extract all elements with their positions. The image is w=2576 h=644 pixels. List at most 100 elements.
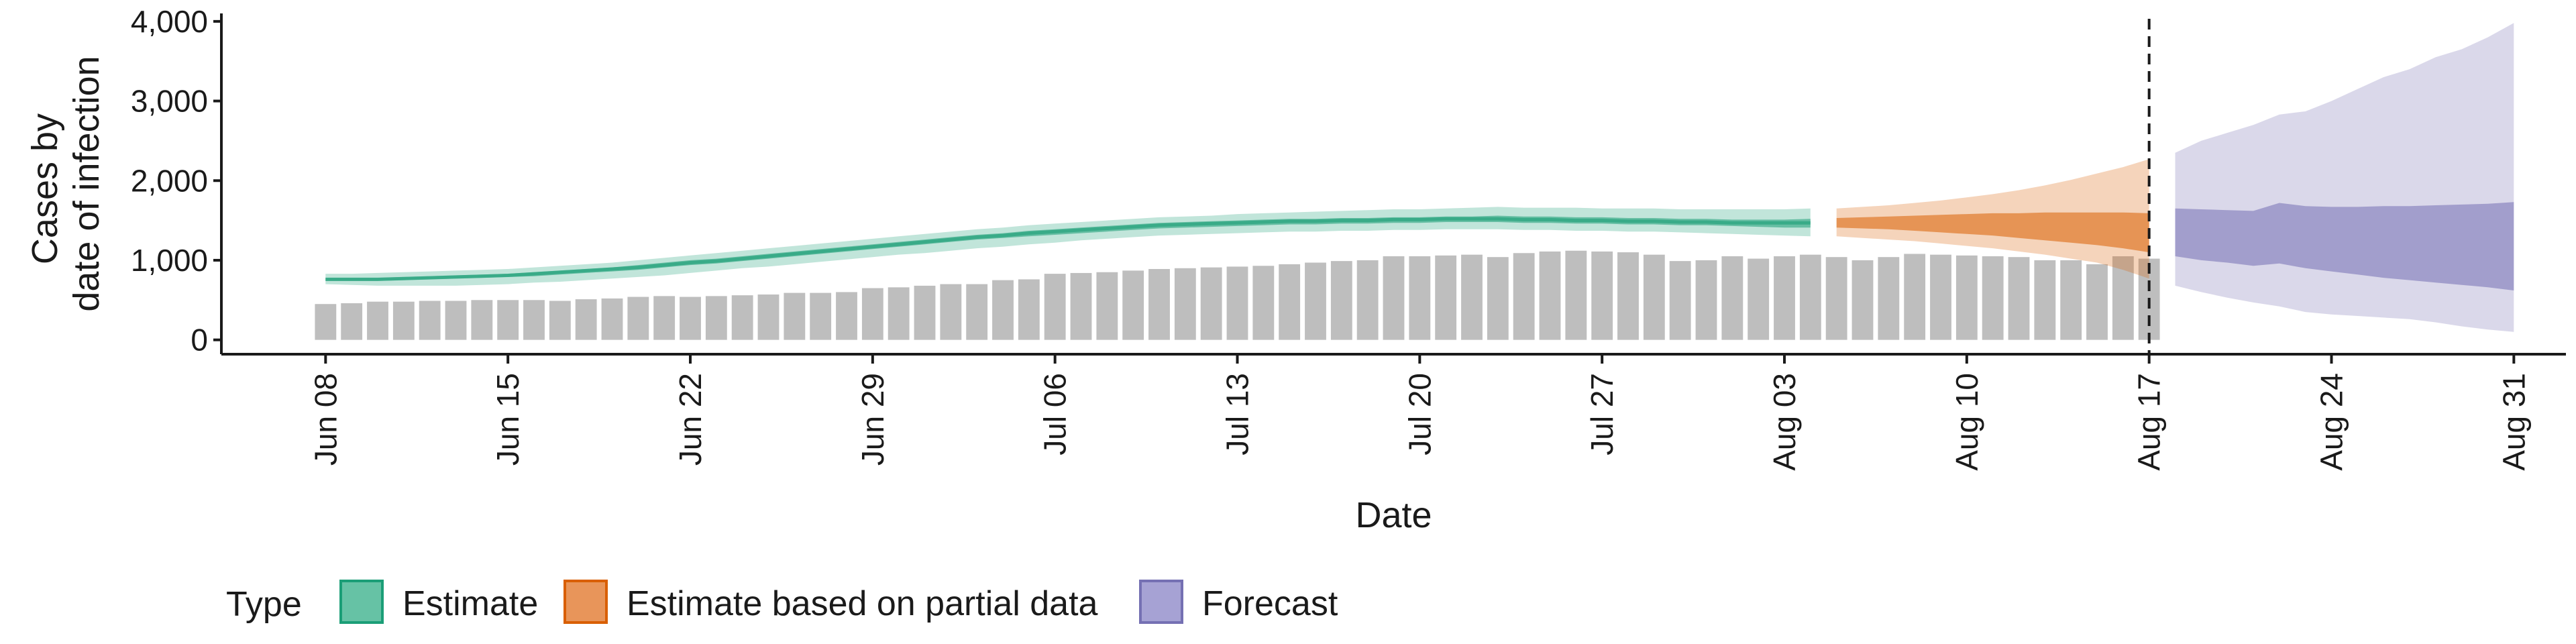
observed-bar (914, 285, 936, 340)
observed-bar (2112, 256, 2134, 340)
observed-bar (1669, 261, 1691, 340)
observed-bar (1539, 251, 1561, 340)
y-axis-title: Cases by date of infection (25, 56, 107, 311)
legend-label: Estimate (402, 584, 538, 623)
observed-bar (419, 301, 441, 340)
observed-bar (1878, 257, 1900, 340)
x-tick-label: Jun 15 (490, 373, 525, 466)
observed-bar (1591, 251, 1613, 340)
x-axis-title: Date (1355, 495, 1432, 535)
observed-bar (1356, 260, 1379, 340)
observed-bar (836, 292, 857, 340)
observed-bar (523, 300, 545, 340)
observed-bar (1982, 256, 2004, 340)
y-tick-label: 3,000 (131, 84, 208, 119)
observed-bar (2060, 260, 2082, 340)
x-tick-label: Jun 22 (673, 373, 708, 466)
observed-bar (1096, 272, 1118, 340)
observed-bar (497, 300, 519, 340)
observed-bar (1018, 279, 1040, 340)
forecast-90-interval (2175, 23, 2514, 332)
x-tick-label: Jun 08 (308, 373, 343, 466)
observed-bar (731, 295, 753, 340)
forecast-50-interval (2175, 202, 2514, 290)
observed-bar (575, 299, 597, 340)
observed-bar (1487, 257, 1509, 340)
y-axis-title-line-1: Cases by (25, 113, 65, 264)
observed-bar (1695, 260, 1717, 340)
observed-bar (1565, 250, 1587, 340)
observed-bar (1851, 260, 1874, 340)
observed-bar (2008, 257, 2030, 340)
x-tick-label: Aug 24 (2314, 373, 2349, 471)
legend-key-partial (564, 580, 608, 624)
observed-bar (1148, 269, 1170, 340)
observed-bar (653, 296, 676, 340)
observed-bar (1825, 257, 1847, 340)
legend-key-forecast (1139, 580, 1183, 624)
observed-cases-bars (315, 250, 2160, 340)
observed-bar (1721, 256, 1743, 340)
y-tick-label: 4,000 (131, 4, 208, 39)
observed-bar (1226, 266, 1248, 340)
observed-bar (1930, 254, 1951, 340)
x-tick-label: Aug 03 (1767, 373, 1802, 471)
estimate-median-line (325, 217, 1811, 281)
estimate-50-interval (325, 215, 1811, 281)
observed-bar (1904, 254, 1926, 340)
x-tick-label: Jul 13 (1220, 373, 1255, 455)
observed-bar (341, 303, 363, 340)
x-tick-label: Jul 06 (1038, 373, 1073, 455)
observed-bar (315, 304, 337, 340)
observed-bar (1200, 267, 1222, 340)
legend-label: Estimate based on partial data (627, 584, 1098, 623)
observed-bar (1174, 268, 1196, 340)
observed-bar (1122, 270, 1144, 340)
legend-label: Forecast (1202, 584, 1338, 623)
observed-bar (1513, 253, 1535, 340)
estimate-ribbons (325, 23, 2514, 332)
y-axis-title-line-2: date of infection (66, 56, 107, 311)
observed-bar (966, 284, 988, 340)
observed-bar (1409, 256, 1431, 340)
legend-title: Type (226, 585, 302, 624)
y-tick-label: 0 (191, 323, 208, 358)
x-axis-ticks: Jun 08 Jun 15 Jun 22 Jun 29 Jul 06 Jul 13 Jul … (308, 354, 2531, 471)
observed-bar (784, 292, 806, 340)
observed-bar (445, 301, 467, 340)
x-tick-label: Aug 17 (2132, 373, 2167, 471)
observed-bar (601, 298, 623, 340)
observed-bar (1955, 255, 1978, 340)
legend-key-estimate (339, 580, 384, 624)
observed-bar (1330, 261, 1352, 340)
observed-bar (1044, 274, 1066, 340)
observed-bar (861, 288, 883, 340)
axes: 0 1,000 2,000 3,000 4,000 Jun 08 Jun 15 Jun 22… (131, 4, 2566, 471)
observed-bar (1461, 254, 1483, 340)
observed-bar (1383, 256, 1405, 340)
x-tick-label: Jun 29 (855, 373, 890, 466)
observed-bar (1774, 256, 1795, 340)
y-tick-label: 2,000 (131, 163, 208, 198)
legend: Type Estimate Estimate based on partial d… (226, 580, 1338, 624)
y-axis-ticks: 0 1,000 2,000 3,000 4,000 (131, 4, 221, 358)
estimate-90-interval (325, 207, 1811, 286)
observed-bar (1748, 258, 1770, 340)
observed-bar (1070, 272, 1092, 340)
observed-bar (1617, 252, 1639, 340)
x-tick-label: Jul 20 (1402, 373, 1437, 455)
observed-bar (888, 287, 910, 340)
x-tick-label: Jul 27 (1585, 373, 1619, 455)
observed-bar (549, 301, 571, 340)
observed-bar (627, 297, 649, 340)
observed-bar (2086, 264, 2108, 340)
observed-bar (705, 296, 727, 340)
x-tick-label: Aug 31 (2496, 373, 2531, 471)
y-tick-label: 1,000 (131, 243, 208, 278)
observed-bar (2034, 260, 2056, 340)
observed-bar (757, 294, 780, 340)
observed-bar (992, 280, 1014, 340)
observed-bar (367, 301, 388, 340)
observed-bar (1799, 254, 1821, 340)
